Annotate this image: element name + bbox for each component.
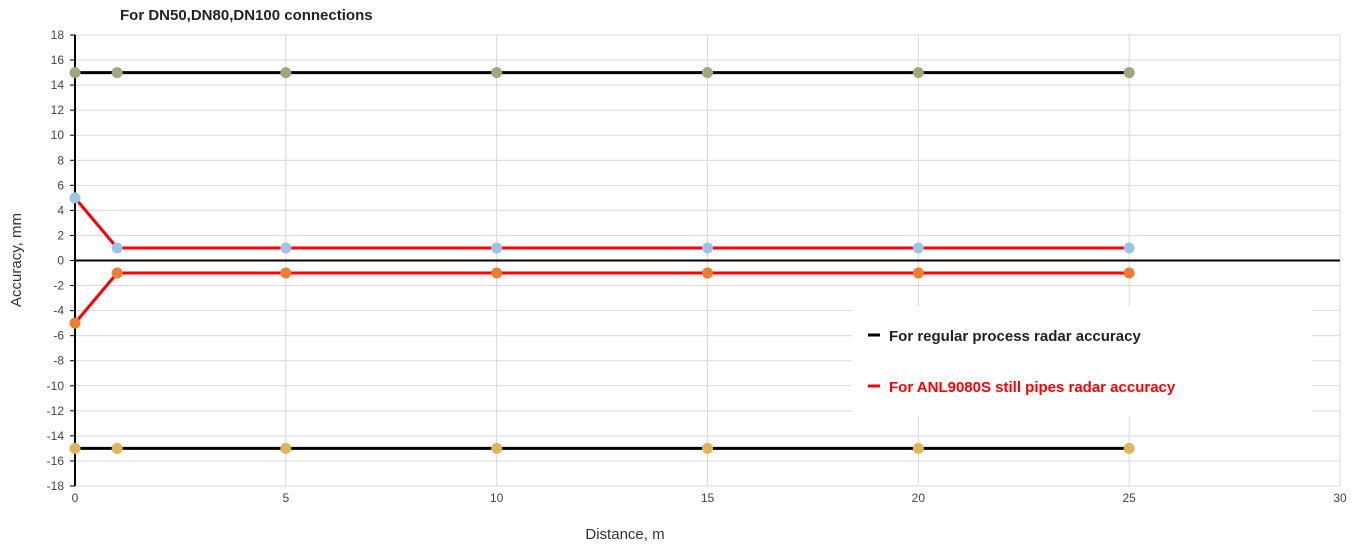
axes [70,34,1340,487]
data-point [912,442,924,454]
data-point [111,267,123,279]
series-markers [69,67,1135,454]
data-point [280,442,292,454]
legend: For regular process radar accuracy For A… [852,306,1312,416]
series-line-1 [73,196,1130,250]
y-tick-label: 14 [51,78,65,92]
y-tick-label: -12 [47,404,65,418]
y-tick-label: -8 [53,354,64,368]
data-point [69,442,81,454]
data-point [280,242,292,254]
data-point [280,67,292,79]
y-tick-label: -16 [47,454,65,468]
y-tick-label: 8 [57,153,64,167]
y-tick-label: 4 [57,203,64,217]
x-tick-label: 20 [912,491,926,505]
x-tick-label: 15 [701,491,715,505]
legend-label-regular: For regular process radar accuracy [889,328,1141,345]
data-point [912,67,924,79]
data-point [702,242,713,254]
x-tick-label: 5 [282,491,289,505]
y-tick-label: -2 [53,279,64,293]
data-point [491,442,503,454]
y-tick-label: -18 [47,479,65,493]
x-tick-label: 0 [72,491,79,505]
data-point [280,267,292,279]
y-tick-labels: 18 16 14 12 10 8 6 4 2 0 -2 -4 -6 -8 -10 -12 -14 -16 -18 [47,28,65,493]
data-point [111,442,123,454]
x-tick-label: 10 [490,491,504,505]
y-tick-label: 0 [57,254,64,268]
x-tick-label: 30 [1333,491,1347,505]
y-tick-label: 18 [51,28,65,42]
y-tick-label: -6 [53,329,64,343]
data-point [912,267,924,279]
y-axis-label: Accuracy, mm [8,213,25,307]
data-point [1123,267,1135,279]
chart-title: For DN50,DN80,DN100 connections [120,7,373,24]
y-tick-label: 10 [51,128,65,142]
data-point [1123,67,1135,79]
x-axis-label: Distance, m [585,526,664,543]
data-point [111,242,123,254]
y-tick-label: -10 [47,379,65,393]
y-tick-label: 2 [57,228,64,242]
legend-label-anl9080s: For ANL9080S still pipes radar accuracy [889,379,1176,396]
data-point [69,317,81,329]
data-point [1123,242,1135,254]
data-point [69,67,81,79]
data-point [491,67,503,79]
y-tick-label: 16 [51,53,65,67]
data-point [702,267,713,279]
x-tick-labels: 0 5 10 15 20 25 30 [72,491,1347,505]
data-point [1123,442,1135,454]
data-point [69,192,81,204]
legend-background [852,306,1312,416]
data-point [111,67,123,79]
y-tick-label: 12 [51,103,65,117]
data-point [491,242,503,254]
y-tick-label: -14 [47,429,65,443]
data-point [702,67,713,79]
data-point [702,442,713,454]
x-tick-label: 25 [1122,491,1136,505]
y-tick-label: 6 [57,178,64,192]
data-point [491,267,503,279]
data-point [912,242,924,254]
y-tick-label: -4 [53,304,64,318]
